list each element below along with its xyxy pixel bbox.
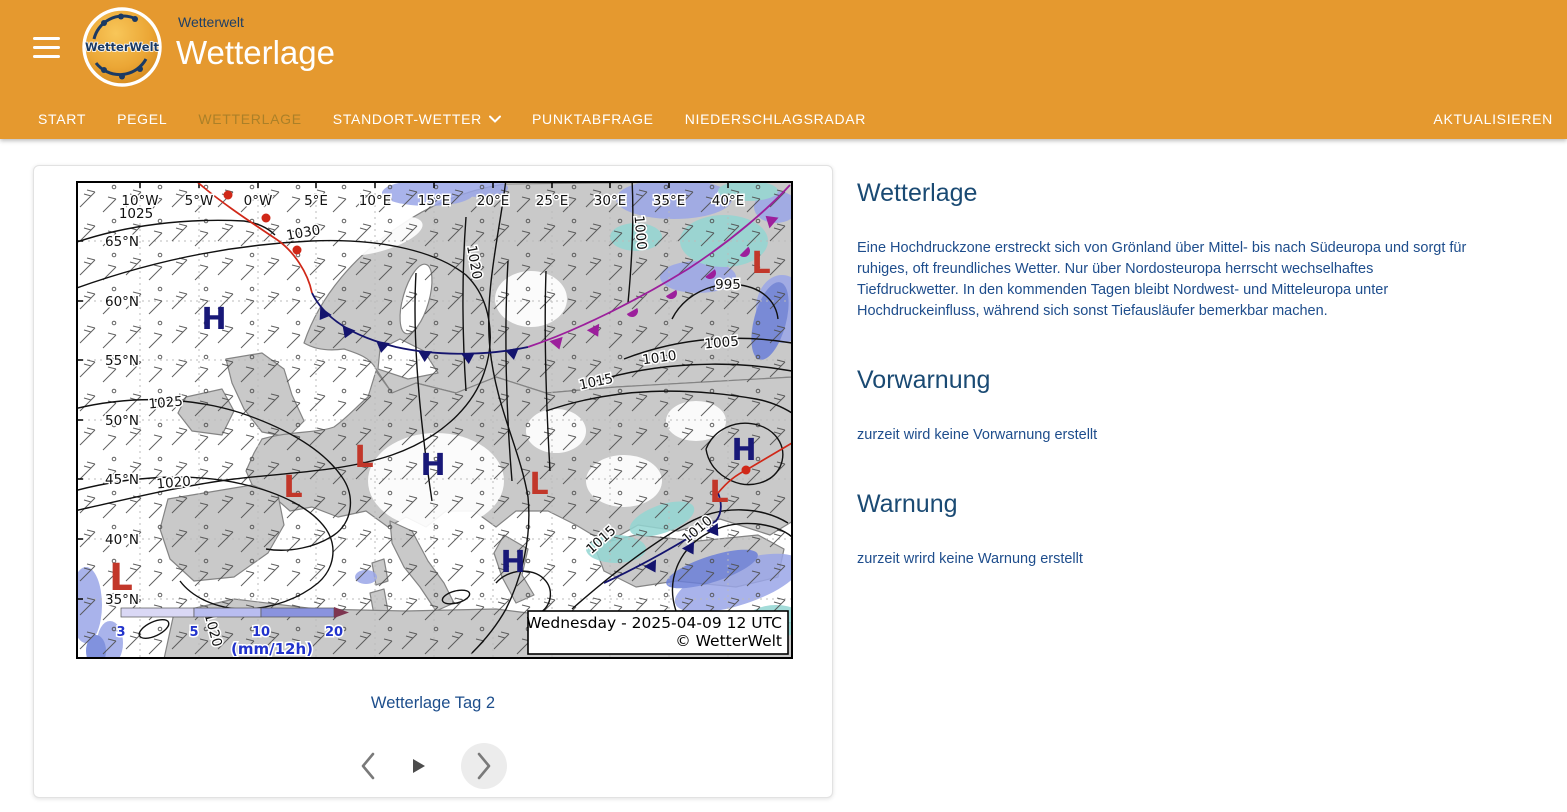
lon-label: 5°W xyxy=(185,193,214,209)
main-nav: START PEGEL WETTERLAGE STANDORT-WETTER P… xyxy=(0,99,1567,139)
app-header: WetterWelt Wetterwelt Wetterlage START P… xyxy=(0,0,1567,139)
section-vorwarnung: Vorwarnung zurzeit wird keine Vorwarnung… xyxy=(857,366,1469,446)
lat-label: 65°N xyxy=(105,234,139,250)
chevron-down-icon xyxy=(488,115,501,123)
section-wetterlage: Wetterlage Eine Hochdruckzone erstreckt … xyxy=(857,179,1469,322)
carousel-controls xyxy=(34,741,832,791)
nav-item-start[interactable]: START xyxy=(38,111,87,127)
low-center: L xyxy=(751,246,770,281)
nav-item-standort-wetter[interactable]: STANDORT-WETTER xyxy=(333,111,501,127)
lon-label: 20°E xyxy=(477,193,509,209)
section-title: Vorwarnung xyxy=(857,366,991,394)
lat-label: 45°N xyxy=(105,472,139,488)
lon-label: 25°E xyxy=(536,193,568,209)
lat-label: 35°N xyxy=(105,592,139,608)
nav-item-punktabfrage[interactable]: PUNKTABFRAGE xyxy=(531,111,654,127)
high-center: H xyxy=(500,545,525,580)
scale-unit-label: (mm/12h) xyxy=(231,640,313,658)
lon-label: 15°E xyxy=(418,193,450,209)
lon-label: 10°E xyxy=(359,193,391,209)
weather-map: 1025 1030 1020 1000 995 1005 1010 1015 1… xyxy=(76,181,793,659)
isobar-label: 1020 xyxy=(156,474,192,493)
play-button[interactable] xyxy=(411,757,427,775)
scale-tick: 20 xyxy=(325,625,343,640)
low-center: L xyxy=(529,467,548,502)
refresh-button[interactable]: AKTUALISIEREN xyxy=(1433,111,1553,127)
wetterwelt-logo: WetterWelt xyxy=(82,7,162,87)
lon-label: 5°E xyxy=(304,193,328,209)
isobar-label: 1025 xyxy=(148,394,184,413)
lat-label: 55°N xyxy=(105,353,139,369)
page-title: Wetterlage xyxy=(176,34,335,71)
chevron-left-icon xyxy=(361,752,375,780)
map-timestamp: Wednesday - 2025-04-09 12 UTC xyxy=(526,614,782,632)
logo-text: WetterWelt xyxy=(85,40,160,54)
map-border xyxy=(76,181,793,659)
lat-label: 40°N xyxy=(105,532,139,548)
scale-tick: 3 xyxy=(116,625,125,640)
map-copyright: © WetterWelt xyxy=(675,632,782,650)
nav-item-pegel[interactable]: PEGEL xyxy=(117,111,168,127)
lon-label: 10°W xyxy=(121,193,158,209)
map-caption: Wetterlage Tag 2 xyxy=(370,694,496,712)
isobar-label: 1025 xyxy=(119,206,153,222)
logo-icon: WetterWelt xyxy=(82,7,162,87)
previous-button[interactable] xyxy=(359,751,377,781)
high-center: H xyxy=(420,448,445,483)
isobar-label: 1000 xyxy=(631,215,650,251)
lon-label: 30°E xyxy=(594,193,626,209)
timestamp-box: Wednesday - 2025-04-09 12 UTC © WetterWe… xyxy=(526,610,789,655)
menu-icon[interactable] xyxy=(33,37,60,58)
section-body: zurzeit wrird keine Warnung erstellt xyxy=(857,551,1083,567)
high-center: H xyxy=(201,302,226,337)
isobar-label: 1005 xyxy=(704,334,740,353)
low-center: L xyxy=(283,470,302,505)
text-column: Wetterlage Eine Hochdruckzone erstreckt … xyxy=(857,165,1469,614)
nav-item-standort-wetter-label: STANDORT-WETTER xyxy=(332,111,482,127)
chevron-right-icon xyxy=(477,752,491,780)
section-warnung: Warnung zurzeit wrird keine Warnung erst… xyxy=(857,490,1469,570)
low-center: L xyxy=(709,475,728,510)
precip-scale: 3 5 10 20 (mm/12h) xyxy=(115,607,349,659)
nav-item-niederschlagsradar[interactable]: NIEDERSCHLAGSRADAR xyxy=(684,111,867,127)
isobar-label: 995 xyxy=(715,277,741,293)
section-title: Warnung xyxy=(857,490,958,518)
lon-label: 35°E xyxy=(653,193,685,209)
next-button[interactable] xyxy=(461,743,507,789)
coordinate-labels: 10°W 5°W 0°W 5°E 10°E 15°E 20°E 25°E 30°… xyxy=(103,192,745,610)
section-body: Eine Hochdruckzone erstreckt sich von Gr… xyxy=(857,240,1467,319)
high-center: H xyxy=(731,433,756,468)
nav-item-wetterlage-active: WETTERLAGE xyxy=(198,111,302,127)
lon-label: 0°W xyxy=(244,193,273,209)
brand-name: Wetterwelt xyxy=(178,14,244,30)
section-body: zurzeit wird keine Vorwarnung erstellt xyxy=(857,427,1098,443)
low-center: L xyxy=(109,556,133,599)
lon-label: 40°E xyxy=(712,193,744,209)
isobar-label: 1010 xyxy=(641,348,677,369)
lat-label: 50°N xyxy=(105,413,139,429)
section-title: Wetterlage xyxy=(857,179,978,207)
map-card: 1025 1030 1020 1000 995 1005 1010 1015 1… xyxy=(33,165,833,798)
header-upper: WetterWelt Wetterwelt Wetterlage xyxy=(0,0,1567,99)
fronts-layer xyxy=(194,181,793,584)
low-center: L xyxy=(354,440,373,475)
wind-barbs-layer xyxy=(76,181,793,659)
scale-tick: 5 xyxy=(189,625,198,640)
pressure-centers: H H H H L L L L L L xyxy=(109,246,770,599)
scale-tick: 10 xyxy=(252,625,270,640)
lat-label: 60°N xyxy=(105,294,139,310)
play-icon xyxy=(413,759,425,773)
